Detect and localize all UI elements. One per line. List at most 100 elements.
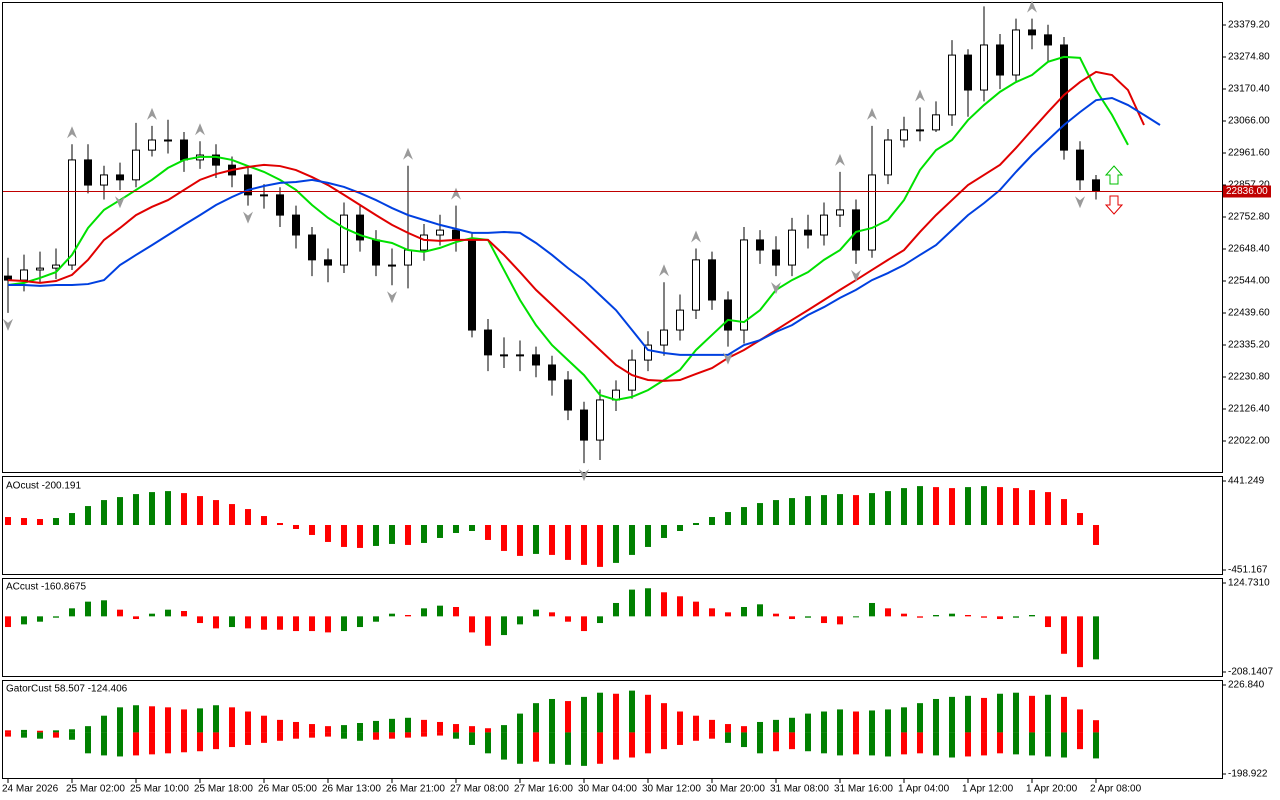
histogram-bar bbox=[277, 616, 283, 630]
gator-bar bbox=[773, 719, 779, 733]
x-tick-label: 31 Mar 08:00 bbox=[770, 784, 829, 795]
y-tick-label: 23066.00 bbox=[1228, 116, 1270, 127]
gator-bar bbox=[949, 732, 955, 758]
histogram-bar bbox=[165, 491, 171, 526]
histogram-bar bbox=[549, 612, 555, 617]
gator-bar bbox=[101, 715, 107, 733]
histogram-bar bbox=[149, 613, 155, 617]
histogram-bar bbox=[229, 616, 235, 628]
histogram-bar bbox=[1093, 616, 1099, 660]
moving-average-line bbox=[8, 96, 1161, 356]
histogram-bar bbox=[757, 503, 763, 526]
histogram-bar bbox=[357, 616, 363, 628]
gator-bar bbox=[645, 694, 651, 733]
candle-body bbox=[308, 234, 316, 261]
histogram-bar bbox=[261, 616, 267, 630]
x-tick-label: 30 Mar 20:00 bbox=[706, 784, 765, 795]
histogram-bar bbox=[1093, 525, 1099, 545]
histogram-bar bbox=[1029, 615, 1035, 617]
y-tick-label: 23274.80 bbox=[1228, 52, 1270, 63]
candle-body bbox=[804, 229, 812, 236]
gator-bar bbox=[485, 728, 491, 733]
gator-bar bbox=[213, 732, 219, 750]
gator-bar bbox=[453, 724, 459, 733]
candle-body bbox=[20, 269, 28, 281]
candle-body bbox=[1092, 179, 1100, 192]
histogram-bar bbox=[661, 592, 667, 617]
gator-bar bbox=[757, 732, 763, 754]
gator-bar bbox=[805, 732, 811, 752]
candle-body bbox=[868, 174, 876, 251]
candle-body bbox=[548, 364, 556, 381]
x-tick-label: 31 Mar 16:00 bbox=[834, 784, 893, 795]
x-tick-label: 30 Mar 12:00 bbox=[642, 784, 701, 795]
last-price-box bbox=[1223, 185, 1271, 198]
y-tick-label: -208.1407 bbox=[1228, 667, 1273, 678]
candle-body bbox=[980, 44, 988, 91]
histogram-bar bbox=[821, 616, 827, 624]
x-tick-label: 26 Mar 21:00 bbox=[386, 784, 445, 795]
histogram-bar bbox=[725, 612, 731, 617]
histogram-bar bbox=[245, 616, 251, 629]
gator-bar bbox=[37, 732, 43, 739]
candle-body bbox=[708, 259, 716, 301]
histogram-bar bbox=[293, 525, 299, 529]
candle-body bbox=[500, 354, 508, 357]
gator-bar bbox=[181, 709, 187, 733]
candle-body bbox=[740, 239, 748, 331]
candle-body bbox=[964, 54, 972, 91]
gator-bar bbox=[5, 732, 11, 737]
histogram-bar bbox=[565, 525, 571, 560]
candle-body bbox=[852, 209, 860, 251]
gator-bar bbox=[533, 703, 539, 733]
gator-bar bbox=[149, 732, 155, 755]
candle-body bbox=[148, 139, 156, 151]
x-tick-label: 27 Mar 16:00 bbox=[514, 784, 573, 795]
candle-body bbox=[836, 209, 844, 216]
gator-bar bbox=[565, 701, 571, 733]
gator-bar bbox=[133, 705, 139, 733]
x-tick-label: 25 Mar 18:00 bbox=[194, 784, 253, 795]
histogram-bar bbox=[437, 525, 443, 538]
histogram-bar bbox=[229, 504, 235, 526]
candle-body bbox=[132, 149, 140, 181]
gator-bar bbox=[933, 698, 939, 733]
ac-title: ACcust -160.8675 bbox=[6, 582, 86, 593]
y-tick-label: 22439.60 bbox=[1228, 308, 1270, 319]
histogram-bar bbox=[21, 518, 27, 526]
ac-pane bbox=[2, 578, 1223, 677]
gator-bar bbox=[949, 696, 955, 733]
y-tick-label: 441.249 bbox=[1228, 476, 1265, 487]
gator-bar bbox=[437, 732, 443, 736]
gator-bar bbox=[1093, 732, 1099, 759]
y-tick-label: 23170.40 bbox=[1228, 84, 1270, 95]
candle-body bbox=[676, 309, 684, 331]
gator-bar bbox=[181, 732, 187, 753]
histogram-bar bbox=[421, 525, 427, 543]
gator-bar bbox=[677, 711, 683, 733]
gator-bar bbox=[1061, 696, 1067, 733]
histogram-bar bbox=[469, 616, 475, 633]
gator-bar bbox=[997, 732, 1003, 754]
histogram-bar bbox=[133, 616, 139, 620]
histogram-bar bbox=[37, 616, 43, 622]
gator-bar bbox=[277, 732, 283, 741]
gator-bar bbox=[101, 732, 107, 756]
gator-bar bbox=[197, 708, 203, 733]
candle-body bbox=[404, 249, 412, 266]
gator-bar bbox=[293, 732, 299, 739]
histogram-bar bbox=[389, 613, 395, 617]
gator-bar bbox=[341, 725, 347, 733]
fractal-up bbox=[659, 264, 669, 277]
gator-bar bbox=[5, 730, 11, 733]
fractal-down bbox=[851, 269, 861, 282]
histogram-bar bbox=[373, 525, 379, 546]
gator-bar bbox=[373, 732, 379, 740]
candle-body bbox=[1012, 29, 1020, 76]
gator-bar bbox=[277, 719, 283, 733]
y-tick-label: -451.167 bbox=[1228, 565, 1268, 576]
candle-body bbox=[420, 234, 428, 251]
gator-bar bbox=[661, 703, 667, 733]
candle-body bbox=[884, 139, 892, 176]
histogram-bar bbox=[693, 601, 699, 617]
